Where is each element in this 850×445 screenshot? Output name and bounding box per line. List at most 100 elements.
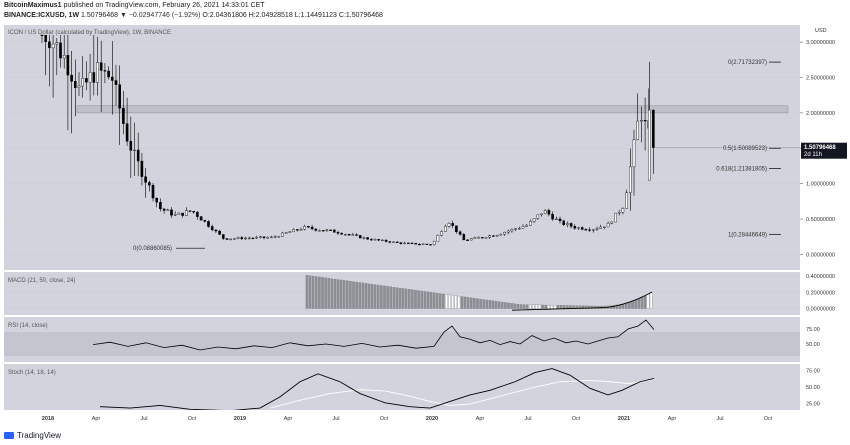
candle-body [532,218,536,222]
macd-bar [535,304,538,309]
macd-bar [494,301,498,309]
candle-body [177,212,181,215]
candle-body [73,81,77,88]
tradingview-logo[interactable]: TradingView [4,431,61,440]
candle-body [236,237,240,239]
x-tick-label: Oct [764,416,773,422]
macd-line [511,291,653,311]
candle-body [451,223,455,226]
macd-bar [395,287,399,309]
macd-bar [401,288,405,309]
candle-body [514,228,517,230]
candle-body [99,62,103,71]
macd-bar [504,302,507,309]
candle-body [562,220,565,225]
candle-body [440,231,443,236]
candle-body [144,176,147,183]
publish-info: published on TradingView.com, February 2… [63,2,265,9]
candle-body [355,234,358,236]
candle-body [125,123,129,142]
candle-body [96,62,99,83]
macd-bar [516,304,520,309]
candle-body [129,141,133,151]
candle-body [221,234,225,239]
macd-bar [631,300,634,309]
y-tick-label: 1.00000000 [806,182,835,188]
macd-bar [550,304,554,309]
fib-label: 0(0.08860085) [133,246,172,252]
candle-body [310,226,314,230]
main-title: ICON / US Dollar (calculated by TradingV… [8,30,171,36]
x-tick-label: 2021 [618,416,630,422]
candle-body [151,185,155,199]
author-name[interactable]: BitcoinMaximus1 [4,2,62,9]
x-tick-label: Apr [668,416,677,422]
candle-body [88,72,92,83]
candle-body [540,213,543,216]
candle-body [573,226,577,229]
candle-body [159,202,162,210]
candle-body [81,78,84,87]
candle-body [147,182,151,186]
candle-body [240,237,244,240]
macd-bar [618,304,622,309]
price-value: 1.50796468 [81,12,118,19]
macd-bar [380,285,383,309]
macd-bar [305,275,309,309]
candle-body [55,42,59,45]
tradingview-logo-icon [4,432,14,439]
x-tick-label: Oct [572,416,581,422]
candle-body [392,241,395,243]
macd-bar [398,287,402,309]
macd-bar [364,283,368,309]
candle-body [580,227,584,230]
macd-bar [643,295,647,309]
macd-bar [435,292,439,309]
candle-body [407,242,410,244]
candle-body [48,41,51,49]
stoch-d-line [269,378,655,409]
y-tick-label: 2.50000000 [806,75,835,81]
x-tick-label: Oct [188,416,197,422]
candle-body [140,160,144,177]
y-tick-label: 0.20000000 [806,290,835,296]
macd-bar [429,292,433,309]
candle-body [192,211,196,213]
candle-body [629,166,632,193]
macd-bar [420,290,423,309]
candle-body [381,239,384,242]
candle-body [384,239,388,242]
candle-body [473,237,477,239]
x-tick-label: Oct [380,416,389,422]
macd-bar [342,280,346,309]
macd-bar [315,276,318,309]
candle-body [421,243,425,245]
candle-body [336,232,340,234]
candle-body [259,236,262,238]
macd-bar [649,292,653,309]
x-tick-label: Jul [140,416,147,422]
candle-body [506,230,510,233]
macd-bar [454,295,458,309]
macd-bar [460,296,464,309]
macd-bar [637,298,640,309]
candle-body [270,236,273,238]
macd-bar [538,304,541,309]
macd-bar [615,304,619,309]
macd-bar [501,301,504,309]
candle-body [525,224,528,227]
candle-body [66,55,70,76]
candle-body [551,214,554,220]
candle-body [210,226,214,231]
fib-label: 1(0.28446649) [728,232,767,238]
candle-body [547,210,551,215]
macd-bar [491,300,495,309]
candle-body [403,242,406,244]
candle-body [606,223,610,228]
x-tick-label: Jul [524,416,531,422]
change-value: ▼ −0.02947746 (−1.92%) [119,12,201,19]
candle-body [388,241,392,243]
candle-body [492,235,495,237]
candle-body [277,236,281,238]
